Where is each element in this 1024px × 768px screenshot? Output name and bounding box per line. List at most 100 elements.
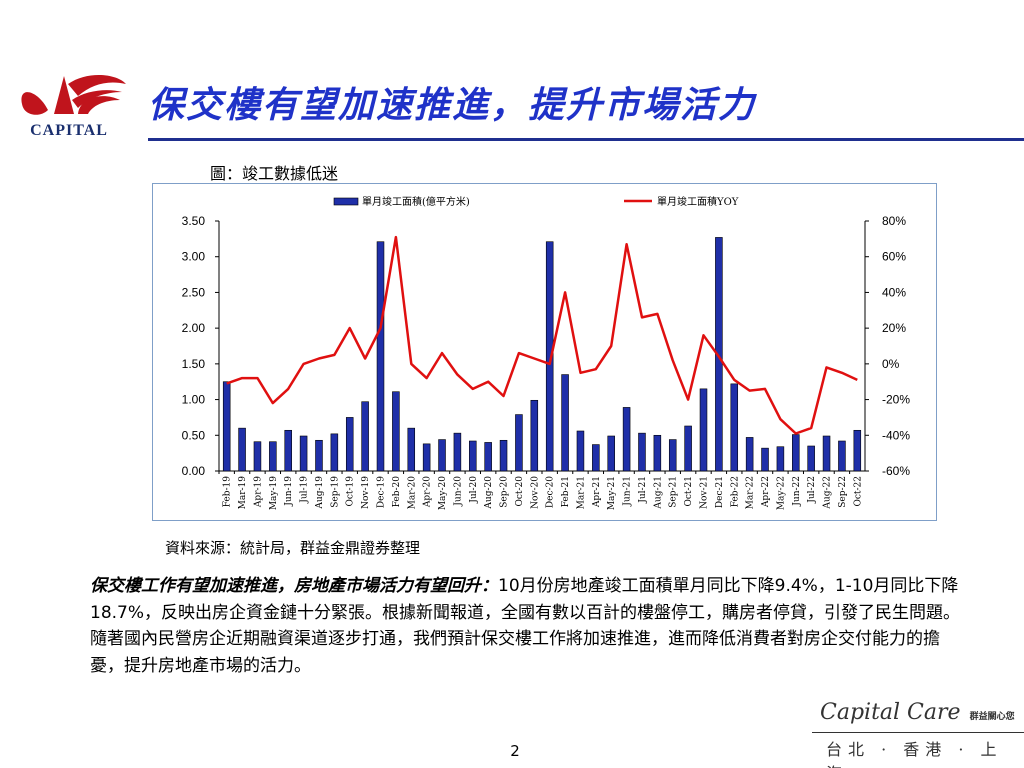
y-right-tick-label: 0% xyxy=(882,357,900,371)
yoy-line xyxy=(226,235,858,435)
bar xyxy=(776,446,785,472)
bar xyxy=(392,391,400,472)
x-tick-label: Jun-22 xyxy=(792,476,802,507)
x-tick-label: Apr-21 xyxy=(592,476,602,508)
x-tick-label: Nov-21 xyxy=(700,476,710,509)
bar xyxy=(822,435,831,472)
bar xyxy=(715,237,723,472)
body-text: 10月份房地產竣工面積單月同比下降9.4%，1-10月同比下降18.7%，反映出… xyxy=(90,576,961,676)
combo-chart: 0.00 0.50 1.00 1.50 2.00 2.50 3.00 3.50 -60% -40%… xyxy=(182,195,911,510)
x-tick-label: Oct-20 xyxy=(515,476,525,507)
x-tick-label: Apr-20 xyxy=(423,476,433,508)
y-right-tick-label: -40% xyxy=(882,428,910,442)
bar xyxy=(253,441,262,472)
bar xyxy=(330,433,339,472)
bar xyxy=(222,381,231,472)
y-right-tick-label: 40% xyxy=(882,285,906,299)
x-tick-label: Feb-22 xyxy=(730,476,740,507)
brand-tagline: 群益關心您 xyxy=(969,712,1015,722)
x-tick-label: Sep-19 xyxy=(330,476,340,508)
x-tick-label: May-20 xyxy=(438,476,448,510)
y-right-tick-label: 20% xyxy=(882,321,906,335)
x-tick-label: May-19 xyxy=(269,476,279,510)
x-tick-label: Sep-20 xyxy=(500,476,510,508)
x-tick-label: Oct-19 xyxy=(346,476,356,507)
bar xyxy=(730,383,739,472)
x-tick-label: Jul-21 xyxy=(638,476,648,504)
bar xyxy=(422,443,431,472)
x-tick-label: Oct-22 xyxy=(853,476,863,507)
bar xyxy=(561,374,569,472)
x-tick-label: Jun-21 xyxy=(623,476,633,507)
bar xyxy=(684,425,692,472)
y-left-tick-label: 3.00 xyxy=(182,250,206,264)
x-tick-label: Feb-19 xyxy=(223,476,233,508)
legend-line-label: 單月竣工面積YOY xyxy=(657,195,739,208)
bar xyxy=(761,447,769,472)
y-right-tick-label: -60% xyxy=(882,464,910,478)
figure-caption: 圖：竣工數據低迷 xyxy=(210,164,339,183)
bar xyxy=(299,435,308,472)
x-tick-label: Apr-22 xyxy=(761,476,771,508)
x-tick-label: Dec-21 xyxy=(715,476,725,508)
x-tick-label: Mar-21 xyxy=(577,476,587,509)
x-tick-label: Sep-21 xyxy=(669,476,679,508)
capital-logo xyxy=(21,74,126,115)
x-tick-label: Jun-19 xyxy=(284,476,294,507)
body-lead: 保交樓工作有望加速推進，房地產市場活力有望回升： xyxy=(90,576,498,596)
bar xyxy=(576,430,585,472)
bar xyxy=(545,241,554,472)
y-left-tick-label: 1.50 xyxy=(182,357,206,371)
body-paragraph: 保交樓工作有望加速推進，房地產市場活力有望回升：10月份房地產竣工面積單月同比下… xyxy=(90,573,970,679)
x-tick-label: Nov-19 xyxy=(361,476,371,509)
x-tick-label: Jul-22 xyxy=(807,476,817,504)
bar xyxy=(622,407,631,472)
y-right-tick-label: 60% xyxy=(882,250,906,264)
page-number: 2 xyxy=(510,742,520,760)
bar xyxy=(699,388,708,472)
bar xyxy=(453,432,462,472)
brand-script: Capital Care xyxy=(820,700,961,725)
brand-divider xyxy=(812,732,1024,733)
y-left-tick-label: 1.00 xyxy=(182,393,206,407)
x-tick-label: Mar-20 xyxy=(407,476,417,510)
x-tick-label: Sep-22 xyxy=(838,476,848,508)
bar xyxy=(345,417,354,472)
x-tick-label: Aug-21 xyxy=(653,476,663,510)
x-tick-label: Dec-20 xyxy=(546,476,556,508)
x-tick-label: Mar-19 xyxy=(238,476,248,510)
logo-wordmark: CAPITAL xyxy=(30,122,108,139)
legend-bar-label: 單月竣工面積(億平方米) xyxy=(362,195,470,208)
bar xyxy=(469,440,477,472)
bar xyxy=(376,241,385,472)
bar xyxy=(638,432,646,472)
x-tick-label: Aug-19 xyxy=(315,476,325,510)
y-left-tick-label: 2.50 xyxy=(182,285,206,299)
y-left-tick-label: 3.50 xyxy=(182,214,206,228)
x-tick-label: Dec-19 xyxy=(377,476,387,508)
y-right-tick-label: -20% xyxy=(882,393,910,407)
x-tick-label: Aug-20 xyxy=(484,476,494,510)
bar xyxy=(499,439,508,472)
bar xyxy=(792,434,800,472)
bar xyxy=(484,442,492,472)
bar xyxy=(838,440,846,472)
brand-block: Capital Care 群益關心您 xyxy=(820,700,1020,725)
x-tick-label: Feb-21 xyxy=(561,476,571,507)
x-tick-label: Jul-19 xyxy=(300,476,310,504)
bar xyxy=(284,429,292,472)
x-tick-label: Apr-19 xyxy=(254,476,264,508)
y-left-tick-label: 2.00 xyxy=(182,321,206,335)
office-cities: 台北 · 香港 · 上海 xyxy=(826,740,1003,768)
bar xyxy=(807,445,815,472)
bar xyxy=(592,444,600,472)
title-divider xyxy=(148,138,1024,141)
x-tick-label: Aug-22 xyxy=(823,476,833,510)
bar xyxy=(361,401,369,472)
chart-frame xyxy=(152,183,937,521)
x-tick-label: May-22 xyxy=(776,476,786,510)
bar xyxy=(238,427,246,472)
bar xyxy=(607,435,615,472)
y-left-tick-label: 0.00 xyxy=(182,464,206,478)
x-tick-label: May-21 xyxy=(607,476,617,510)
